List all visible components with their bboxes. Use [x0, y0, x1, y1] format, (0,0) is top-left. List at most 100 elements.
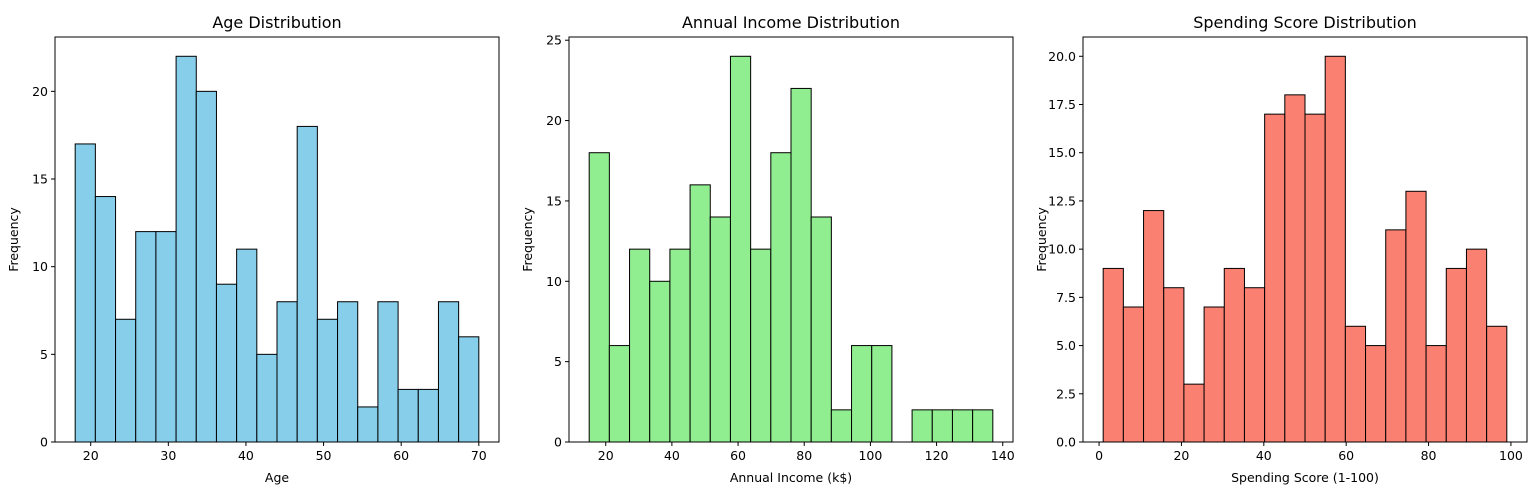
histogram-bar	[871, 345, 893, 443]
y-axis-label: Frequency	[6, 207, 21, 272]
histogram-bar	[931, 409, 953, 443]
x-tick-label: 0	[1095, 448, 1103, 463]
x-axis-label: Annual Income (k$)	[730, 470, 852, 485]
histogram-bar	[669, 248, 691, 443]
histogram-bar	[276, 301, 298, 443]
y-tick-label: 20	[32, 84, 48, 99]
y-tick-label: 15.0	[1048, 145, 1076, 160]
y-tick-label: 20.0	[1048, 49, 1076, 64]
x-tick-label: 40	[664, 448, 680, 463]
histogram-bar	[1223, 267, 1245, 443]
histogram-bar	[74, 143, 96, 443]
y-tick-label: 10	[32, 259, 48, 274]
histogram-bar	[1365, 345, 1387, 443]
histogram-bar	[357, 406, 379, 443]
histogram-bar	[1425, 345, 1447, 443]
histogram-bar	[135, 231, 157, 443]
histogram-bar	[115, 318, 137, 443]
histogram-bar	[729, 55, 752, 443]
y-tick-label: 5.0	[1056, 338, 1076, 353]
y-tick-label: 10.0	[1048, 242, 1076, 257]
y-axis-label: Frequency	[520, 207, 535, 272]
histogram-bar	[1324, 55, 1346, 443]
histogram-bar	[1405, 190, 1427, 443]
histogram-bar	[1143, 210, 1165, 443]
histogram-bar	[689, 184, 711, 443]
histogram-bar	[972, 409, 994, 443]
y-tick-label: 2.5	[1056, 386, 1076, 401]
histogram-bar	[1102, 267, 1124, 443]
x-tick-label: 20	[598, 448, 614, 463]
x-tick-label: 30	[160, 448, 176, 463]
histogram-bar	[1183, 383, 1205, 443]
axes-frame	[54, 36, 500, 443]
y-tick-label: 7.5	[1056, 290, 1076, 305]
histogram-bar	[1243, 287, 1266, 443]
histogram-bar	[709, 216, 731, 443]
y-tick-label: 15	[32, 172, 48, 187]
histogram-bar	[236, 248, 258, 443]
histogram-bar	[911, 409, 933, 443]
histogram-bar	[417, 388, 439, 443]
chart-title: Age Distribution	[212, 13, 341, 32]
histogram-panel-3: 0 20 40 60 80 100 0.0 2.5 5.0 7.5 10.0 12.5 15.0 17.5…	[1034, 13, 1528, 485]
histogram-bar	[1264, 113, 1286, 443]
y-tick-label: 0.0	[1056, 435, 1076, 450]
histogram-bar	[337, 301, 359, 443]
x-tick-label: 60	[393, 448, 409, 463]
histogram-bar	[1445, 267, 1467, 443]
y-tick-label: 20	[546, 113, 562, 128]
histogram-panel-1: 20 30 40 50 60 70 0 5 10 15 20 Age Distribution Age F…	[6, 13, 500, 485]
histogram-bar	[790, 87, 812, 443]
x-tick-label: 80	[1421, 448, 1437, 463]
y-axis-label: Frequency	[1034, 207, 1049, 272]
histogram-bar	[397, 388, 419, 443]
x-tick-label: 60	[730, 448, 746, 463]
x-tick-label: 40	[238, 448, 254, 463]
histogram-bar	[195, 90, 217, 443]
x-tick-label: 100	[1499, 448, 1523, 463]
x-tick-label: 120	[925, 448, 949, 463]
histogram-bar	[458, 336, 480, 443]
histogram-bar	[750, 248, 772, 443]
histogram-bar	[155, 231, 177, 443]
histogram-bar	[830, 409, 853, 443]
x-tick-label: 60	[1338, 448, 1354, 463]
y-tick-label: 15	[546, 193, 562, 208]
x-tick-label: 20	[1173, 448, 1189, 463]
x-tick-label: 40	[1256, 448, 1272, 463]
histogram-bar	[649, 280, 671, 443]
histogram-bar	[175, 55, 197, 443]
histogram-bar	[1486, 325, 1508, 443]
histogram-bar	[1465, 248, 1488, 443]
axes-frame	[1082, 36, 1528, 443]
histogram-bar	[1304, 113, 1326, 443]
x-tick-label: 70	[471, 448, 487, 463]
histogram-bar	[851, 345, 873, 443]
histogram-bar	[1385, 229, 1407, 443]
x-tick-label: 100	[858, 448, 882, 463]
histogram-bar	[588, 152, 610, 443]
x-axis-label: Spending Score (1-100)	[1231, 470, 1379, 485]
histogram-bar	[1163, 287, 1185, 443]
histogram-bar	[629, 248, 651, 443]
y-tick-label: 17.5	[1048, 97, 1076, 112]
histogram-bar	[1284, 94, 1306, 443]
x-tick-label: 80	[796, 448, 812, 463]
y-tick-label: 25	[546, 33, 562, 48]
chart-title: Spending Score Distribution	[1193, 13, 1417, 32]
axes-frame	[568, 36, 1014, 443]
y-tick-label: 5	[554, 354, 562, 369]
histogram-bar	[215, 283, 238, 443]
histogram-bar	[770, 152, 792, 443]
histogram-bar	[1122, 306, 1145, 443]
histogram-bar	[256, 353, 278, 443]
y-tick-label: 0	[554, 435, 562, 450]
histogram-bar	[296, 125, 318, 443]
y-tick-label: 12.5	[1048, 193, 1076, 208]
x-tick-label: 50	[316, 448, 332, 463]
chart-title: Annual Income Distribution	[682, 13, 900, 32]
histogram-bar	[608, 345, 631, 443]
histogram-bar	[94, 196, 117, 443]
